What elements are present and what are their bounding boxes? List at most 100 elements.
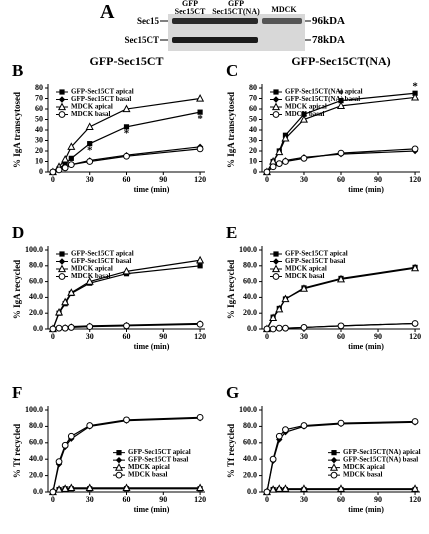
y-tick-label: 0.0 <box>33 487 43 496</box>
marker <box>300 324 308 331</box>
lane-label: MDCK <box>271 5 297 14</box>
marker <box>62 161 68 167</box>
marker <box>263 488 271 496</box>
marker <box>49 168 57 176</box>
x-tick-label: 120 <box>409 175 421 184</box>
y-tick-label: 40.0 <box>29 454 43 463</box>
marker <box>263 325 271 333</box>
marker <box>282 158 289 165</box>
marker <box>300 422 308 429</box>
marker <box>411 145 419 153</box>
marker <box>263 168 271 176</box>
marker <box>281 133 290 142</box>
marker <box>281 294 290 303</box>
y-tick-label: 20.0 <box>243 470 257 479</box>
panel-label: A <box>100 1 115 23</box>
legend-label: GFP-Sec15CT basal <box>285 257 345 265</box>
marker <box>55 324 63 332</box>
marker <box>299 284 309 292</box>
marker <box>123 416 130 424</box>
blot-band <box>172 18 258 24</box>
annotation: * <box>338 88 344 100</box>
y-tick-label: 40.0 <box>243 292 257 301</box>
y-tick-label: 60.0 <box>243 438 257 447</box>
x-tick-label: 30 <box>300 332 308 341</box>
legend-label: MDCK apical <box>71 265 113 273</box>
marker <box>55 458 63 466</box>
marker <box>122 483 131 491</box>
y-axis-label: % Tf recycled <box>12 424 22 478</box>
marker <box>336 101 346 109</box>
marker <box>330 456 338 464</box>
y-tick-label: 0.0 <box>247 487 257 496</box>
x-axis-label: time (min) <box>348 185 384 194</box>
marker <box>196 483 205 491</box>
y-axis-label: % IgA recycled <box>12 260 22 319</box>
marker <box>49 325 57 333</box>
y-tick-label: 70 <box>35 93 43 102</box>
x-tick-label: 60 <box>123 332 131 341</box>
x-tick-label: 120 <box>194 175 206 184</box>
y-tick-label: 80.0 <box>29 261 43 270</box>
x-tick-label: 30 <box>86 332 94 341</box>
marker <box>337 149 345 157</box>
marker <box>123 152 130 160</box>
marker <box>86 158 94 165</box>
legend-label: MDCK apical <box>343 463 385 471</box>
y-tick-label: 0.0 <box>247 324 257 333</box>
y-tick-label: 80.0 <box>243 421 257 430</box>
marker <box>114 463 124 471</box>
y-tick-label: 20.0 <box>243 308 257 317</box>
y-tick-label: 0 <box>39 167 43 176</box>
marker <box>275 432 283 440</box>
size-label: 78kDA <box>312 34 346 46</box>
x-tick-label: 90 <box>159 495 167 504</box>
legend-label: MDCK apical <box>285 103 327 111</box>
panel-label: G <box>226 383 239 402</box>
lane-label: GFP Sec15CT <box>174 0 206 16</box>
chart-title: GFP-Sec15CT(NA) <box>291 54 390 68</box>
marker <box>271 264 281 273</box>
marker <box>59 251 65 257</box>
band-label: Sec15 <box>137 16 159 26</box>
marker <box>61 154 70 163</box>
y-tick-label: 20 <box>35 146 43 155</box>
marker <box>272 111 280 118</box>
y-axis-label: % IgA recycled <box>226 260 236 319</box>
legend-label: GFP-Sec15CT(NA) apical <box>343 448 421 456</box>
marker <box>272 258 280 265</box>
marker <box>67 483 76 491</box>
annotation: * <box>87 145 93 157</box>
legend-label: MDCK basal <box>128 471 168 479</box>
y-tick-label: 60.0 <box>29 276 43 285</box>
marker <box>67 142 76 150</box>
marker <box>123 322 130 330</box>
legend-label: GFP-Sec15CT apical <box>71 250 134 258</box>
y-tick-label: 50 <box>249 114 257 123</box>
legend-label: GFP-Sec15CT basal <box>71 95 131 103</box>
x-tick-label: 0 <box>51 495 55 504</box>
marker <box>61 484 70 492</box>
legend-label: MDCK apical <box>285 265 327 273</box>
marker <box>123 124 130 130</box>
marker <box>272 96 280 103</box>
y-tick-label: 80 <box>35 83 43 92</box>
marker <box>197 263 203 269</box>
y-tick-label: 70 <box>249 93 257 102</box>
y-tick-label: 20 <box>249 146 257 155</box>
blot-band <box>262 18 302 24</box>
legend-label: GFP-Sec15CT apical <box>285 250 348 258</box>
chart-title: GFP-Sec15CT <box>90 54 164 68</box>
marker <box>269 313 278 322</box>
x-tick-label: 90 <box>374 175 382 184</box>
marker <box>67 161 75 169</box>
x-tick-label: 90 <box>159 332 167 341</box>
marker <box>275 324 283 332</box>
legend-label: GFP-Sec15CT(NA) basal <box>343 456 418 464</box>
x-tick-label: 60 <box>337 332 345 341</box>
x-axis-label: time (min) <box>348 505 384 514</box>
y-tick-label: 10 <box>249 156 257 165</box>
marker <box>61 324 69 332</box>
marker <box>337 322 345 330</box>
